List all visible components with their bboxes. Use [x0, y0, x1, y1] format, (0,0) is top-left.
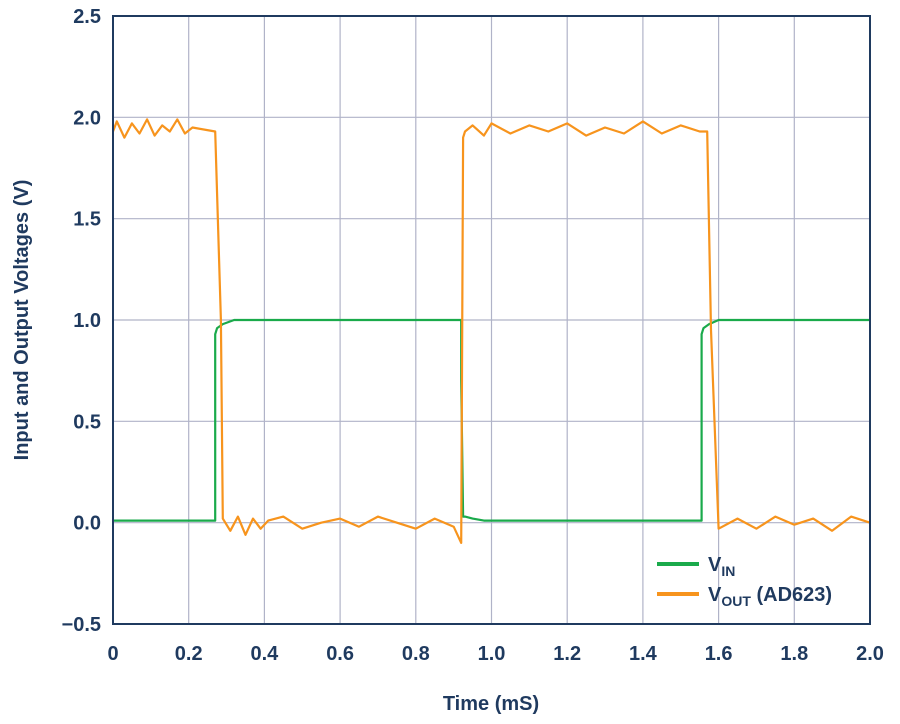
x-tick-label: 0.2	[175, 643, 203, 665]
legend-label-1: VOUT (AD623)	[708, 584, 832, 609]
legend: VIN VOUT (AD623)	[657, 554, 832, 609]
x-tick-label: 2.0	[856, 643, 884, 665]
x-tick-labels: 0 0.2 0.4 0.6 0.8 1.0 1.2 1.4 1.6 1.8 2.0	[107, 643, 883, 665]
x-tick-label: 1.4	[629, 643, 658, 665]
x-axis-title: Time (mS)	[443, 693, 539, 715]
x-tick-label: 0.4	[250, 643, 279, 665]
y-tick-label: −0.5	[62, 614, 101, 636]
x-tick-label: 0	[107, 643, 118, 665]
y-axis-title: Input and Output Voltages (V)	[11, 180, 33, 461]
y-tick-label: 2.0	[73, 107, 101, 129]
plot-lines	[111, 118, 871, 545]
y-tick-label: 0.0	[73, 513, 101, 535]
y-tick-labels: 2.5 2.0 1.5 1.0 0.5 0.0 −0.5	[62, 6, 101, 636]
series-line-1	[111, 118, 871, 545]
x-tick-label: 1.0	[478, 643, 506, 665]
x-tick-label: 1.8	[780, 643, 808, 665]
x-tick-label: 0.8	[402, 643, 430, 665]
plot-frame	[112, 15, 871, 625]
y-tick-label: 0.5	[73, 411, 101, 433]
legend-label-0: VIN	[708, 554, 735, 579]
x-tick-label: 1.6	[705, 643, 733, 665]
y-tick-label: 1.0	[73, 310, 101, 332]
x-tick-label: 1.2	[553, 643, 581, 665]
x-tick-label: 0.6	[326, 643, 354, 665]
y-tick-label: 1.5	[73, 209, 101, 231]
series-line-0	[113, 318, 870, 522]
y-tick-label: 2.5	[73, 6, 101, 28]
